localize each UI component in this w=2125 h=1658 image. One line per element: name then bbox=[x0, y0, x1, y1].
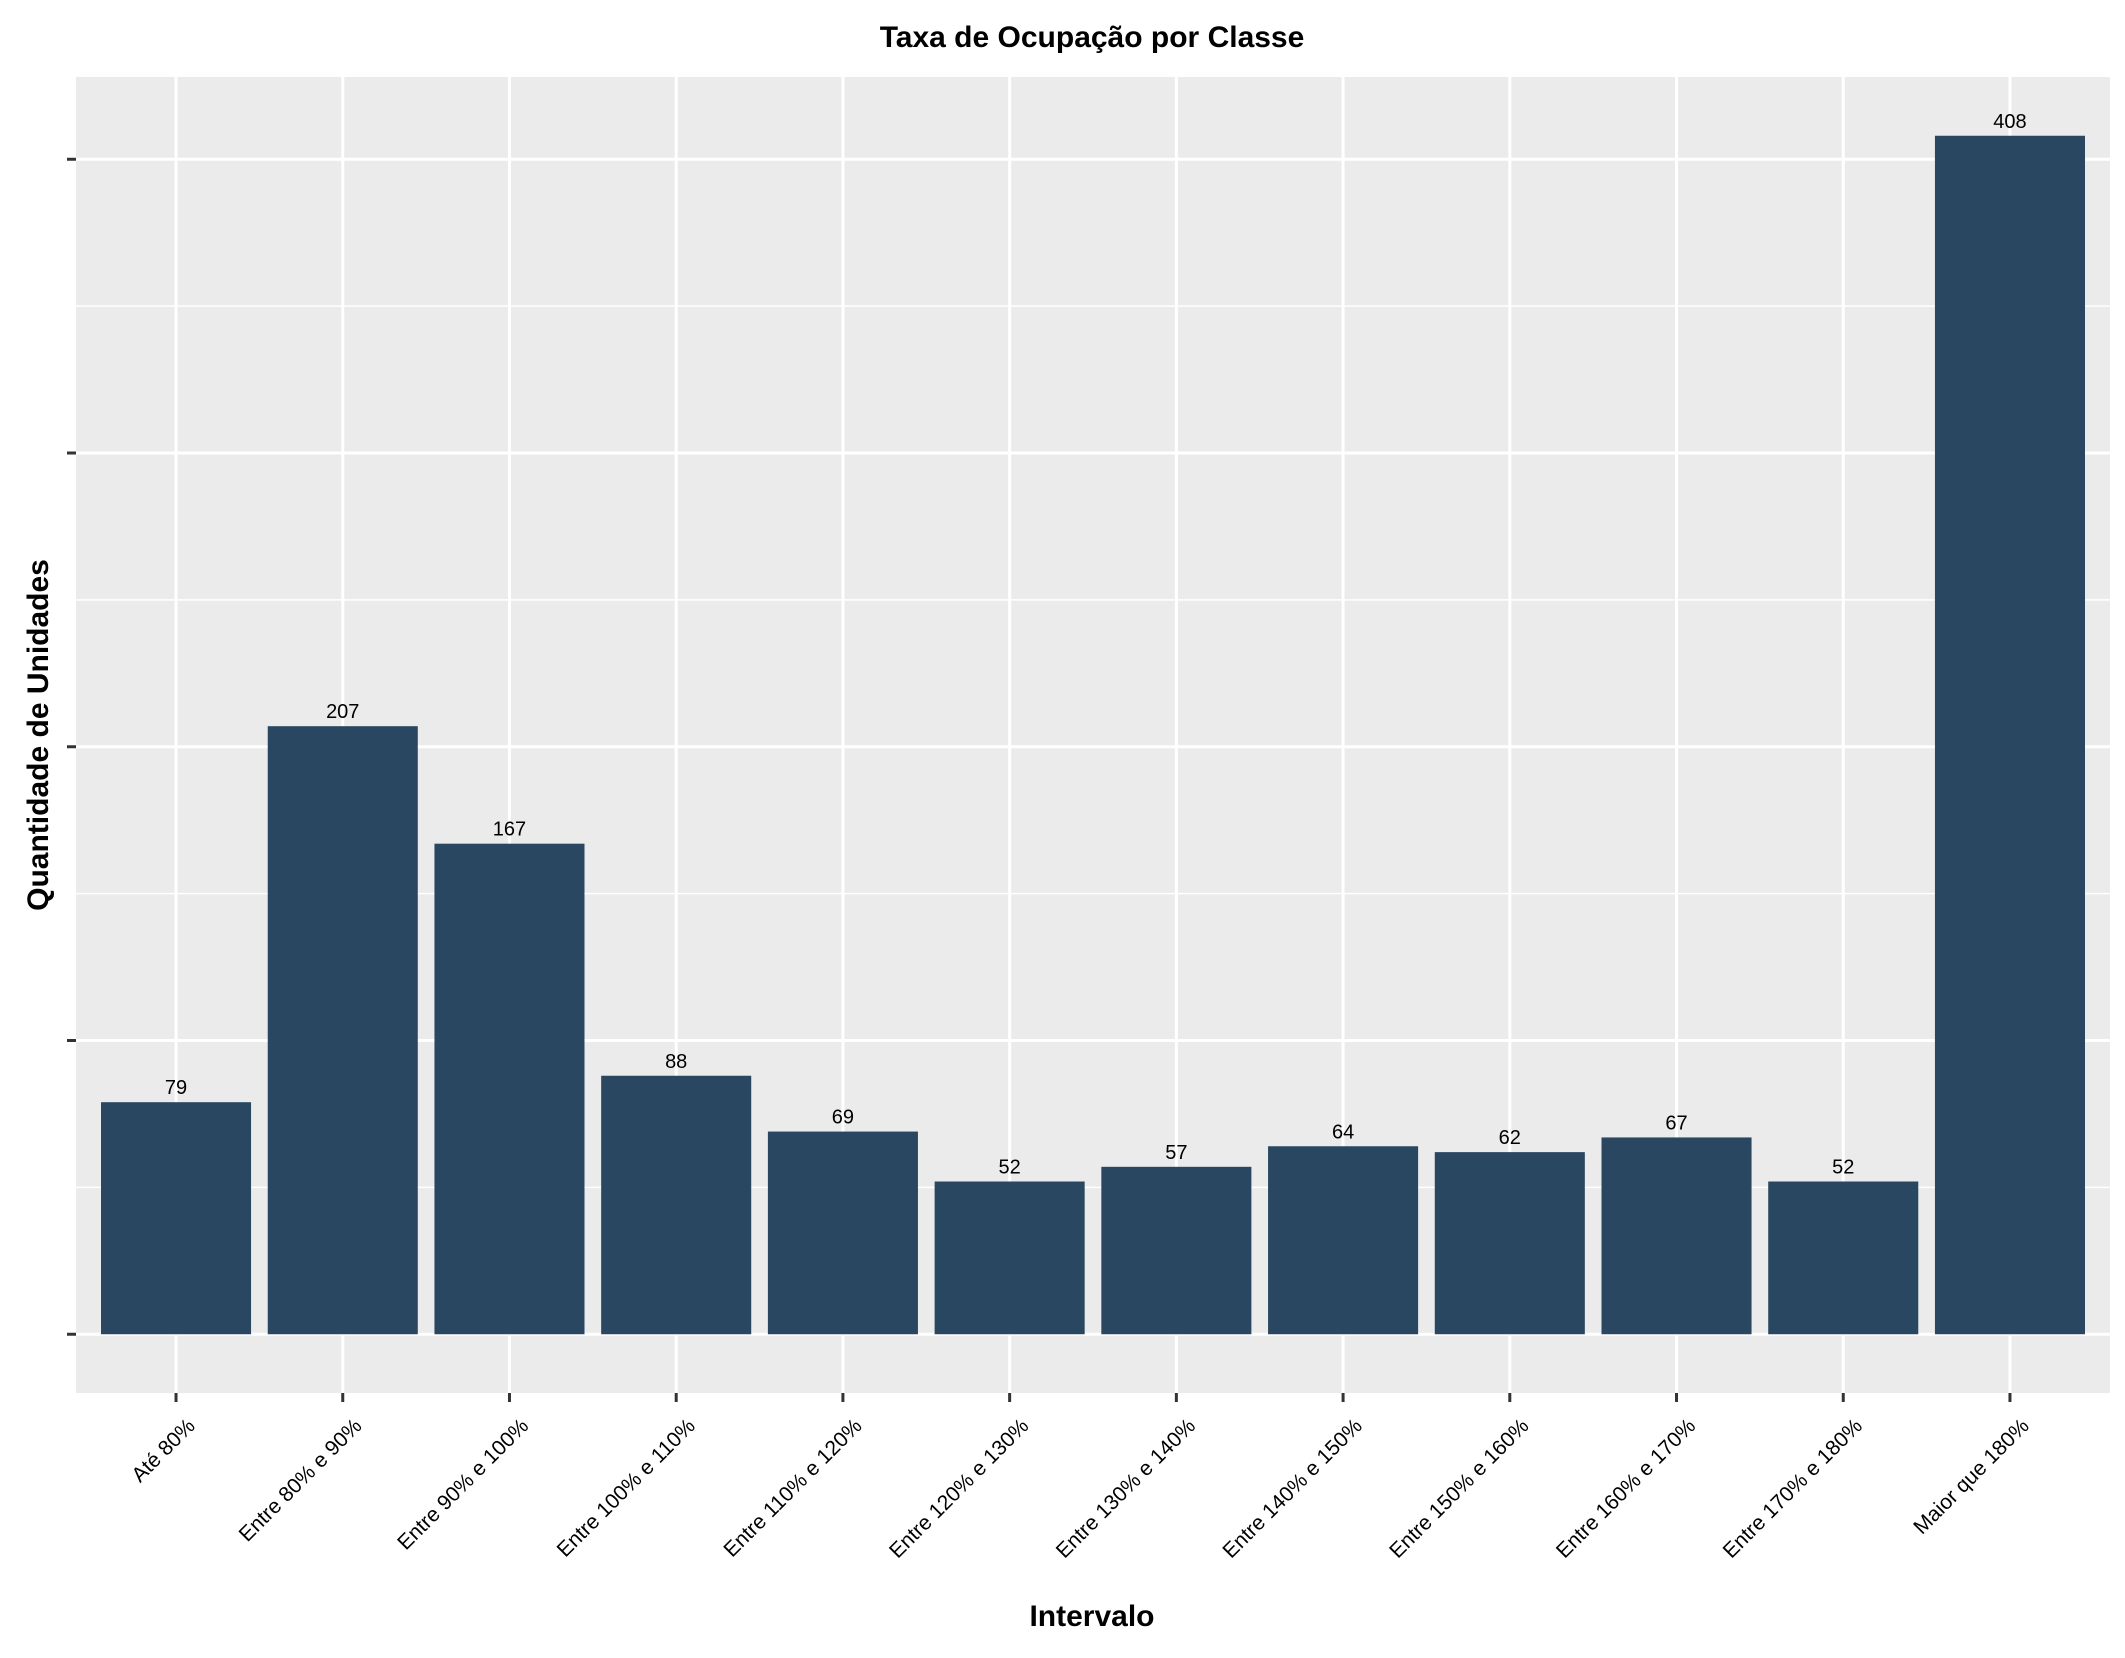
bar bbox=[1934, 135, 2085, 1335]
bar bbox=[267, 726, 418, 1335]
bar-value-label: 207 bbox=[326, 701, 359, 723]
y-axis-title: Quantidade de Unidades bbox=[22, 559, 55, 911]
bar-value-label: 69 bbox=[832, 1107, 854, 1129]
bar bbox=[434, 843, 585, 1335]
bar bbox=[767, 1131, 918, 1335]
bar-value-labels: 79 207 167 88 69 52 57 64 62 67 52 408 bbox=[165, 111, 2027, 1179]
x-axis-title: Intervalo bbox=[1029, 1600, 1154, 1633]
bar bbox=[1768, 1181, 1919, 1335]
bar-value-label: 62 bbox=[1499, 1127, 1521, 1149]
bar bbox=[101, 1102, 252, 1335]
bar-value-label: 79 bbox=[165, 1077, 187, 1099]
bar-value-label: 57 bbox=[1165, 1142, 1187, 1164]
bar bbox=[601, 1075, 752, 1335]
bar-value-label: 88 bbox=[665, 1051, 687, 1073]
bar-value-label: 52 bbox=[999, 1157, 1021, 1179]
x-axis-ticks bbox=[174, 1393, 2012, 1402]
bar bbox=[1434, 1152, 1585, 1335]
bar bbox=[934, 1181, 1085, 1335]
bar-value-label: 64 bbox=[1332, 1121, 1354, 1143]
chart-title: Taxa de Ocupação por Classe bbox=[880, 21, 1305, 54]
bar-value-label: 408 bbox=[1993, 111, 2026, 133]
bar-value-label: 52 bbox=[1832, 1157, 1854, 1179]
bar bbox=[1268, 1146, 1419, 1335]
bar-value-label: 67 bbox=[1665, 1112, 1687, 1134]
bar-value-label: 167 bbox=[493, 819, 526, 841]
bars-group bbox=[101, 135, 2085, 1335]
y-axis-ticks bbox=[67, 157, 76, 1336]
bar bbox=[1601, 1137, 1752, 1335]
bar bbox=[1101, 1166, 1252, 1335]
